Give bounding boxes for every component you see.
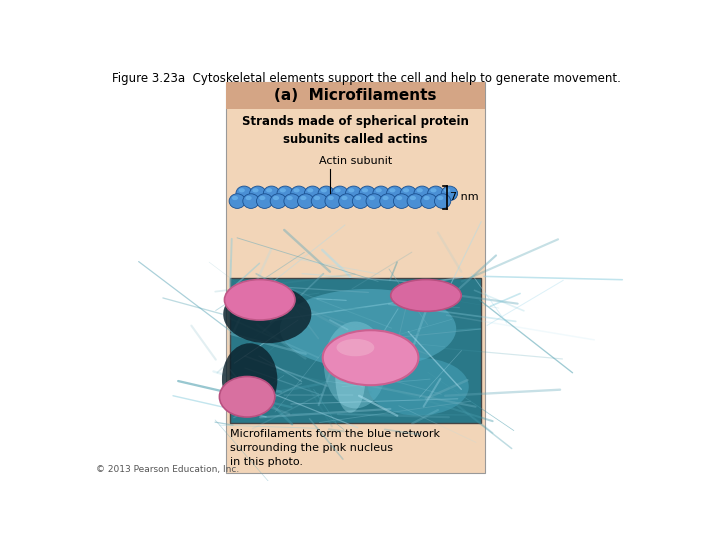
Ellipse shape: [305, 186, 320, 201]
Ellipse shape: [323, 330, 418, 385]
Ellipse shape: [220, 376, 275, 417]
Ellipse shape: [341, 196, 348, 200]
Ellipse shape: [359, 186, 375, 201]
Ellipse shape: [393, 194, 410, 208]
Ellipse shape: [368, 357, 469, 416]
Ellipse shape: [382, 196, 389, 200]
Ellipse shape: [250, 186, 266, 201]
Ellipse shape: [400, 186, 417, 201]
Ellipse shape: [332, 186, 348, 201]
Ellipse shape: [264, 186, 279, 201]
Ellipse shape: [328, 196, 334, 200]
Ellipse shape: [414, 186, 431, 201]
Ellipse shape: [256, 194, 273, 208]
Ellipse shape: [284, 194, 300, 208]
Ellipse shape: [270, 194, 287, 208]
Ellipse shape: [259, 196, 266, 200]
Text: © 2013 Pearson Education, Inc.: © 2013 Pearson Education, Inc.: [96, 465, 240, 475]
Text: Actin subunit: Actin subunit: [319, 157, 392, 166]
Bar: [230, 278, 482, 423]
Ellipse shape: [335, 188, 341, 192]
Ellipse shape: [362, 188, 368, 192]
Ellipse shape: [352, 194, 369, 208]
Ellipse shape: [307, 188, 313, 192]
Ellipse shape: [420, 194, 437, 208]
Ellipse shape: [223, 285, 311, 343]
Ellipse shape: [346, 186, 361, 201]
Ellipse shape: [336, 340, 366, 413]
Ellipse shape: [297, 194, 314, 208]
Ellipse shape: [236, 186, 252, 201]
Ellipse shape: [336, 339, 374, 356]
Ellipse shape: [280, 188, 286, 192]
Ellipse shape: [403, 188, 409, 192]
Ellipse shape: [428, 186, 444, 201]
Ellipse shape: [222, 343, 277, 416]
Text: (a)  Microfilaments: (a) Microfilaments: [274, 87, 437, 103]
Ellipse shape: [369, 196, 375, 200]
Ellipse shape: [318, 186, 334, 201]
Ellipse shape: [441, 186, 458, 201]
Ellipse shape: [300, 196, 307, 200]
Ellipse shape: [366, 194, 382, 208]
Ellipse shape: [437, 196, 444, 200]
Text: Strands made of spherical protein
subunits called actins: Strands made of spherical protein subuni…: [242, 115, 469, 146]
Ellipse shape: [243, 194, 259, 208]
Ellipse shape: [273, 196, 279, 200]
Ellipse shape: [253, 188, 258, 192]
Ellipse shape: [338, 194, 355, 208]
Ellipse shape: [373, 186, 389, 201]
Bar: [225, 82, 485, 473]
Ellipse shape: [423, 196, 430, 200]
Ellipse shape: [287, 196, 293, 200]
Ellipse shape: [311, 194, 328, 208]
Ellipse shape: [321, 188, 327, 192]
Ellipse shape: [379, 194, 396, 208]
Ellipse shape: [277, 186, 293, 201]
Text: Microfilaments form the blue network
surrounding the pink nucleus
in this photo.: Microfilaments form the blue network sur…: [230, 429, 439, 467]
Ellipse shape: [325, 194, 341, 208]
Ellipse shape: [280, 289, 456, 369]
Ellipse shape: [348, 188, 354, 192]
Text: Figure 3.23a  Cytoskeletal elements support the cell and help to generate moveme: Figure 3.23a Cytoskeletal elements suppo…: [112, 72, 621, 85]
Ellipse shape: [246, 196, 252, 200]
Ellipse shape: [407, 194, 423, 208]
Ellipse shape: [355, 196, 361, 200]
Ellipse shape: [232, 196, 238, 200]
Ellipse shape: [225, 280, 295, 320]
Ellipse shape: [294, 188, 300, 192]
Ellipse shape: [417, 188, 423, 192]
Ellipse shape: [266, 188, 272, 192]
Ellipse shape: [434, 194, 451, 208]
Ellipse shape: [376, 188, 382, 192]
Ellipse shape: [410, 196, 416, 200]
Ellipse shape: [396, 196, 402, 200]
Bar: [230, 278, 482, 423]
Ellipse shape: [431, 188, 436, 192]
Ellipse shape: [324, 321, 387, 408]
Bar: [225, 82, 485, 109]
Text: 7 nm: 7 nm: [449, 192, 478, 202]
Ellipse shape: [238, 188, 245, 192]
Ellipse shape: [390, 188, 395, 192]
Ellipse shape: [291, 186, 307, 201]
Ellipse shape: [444, 188, 450, 192]
Ellipse shape: [391, 280, 462, 312]
Ellipse shape: [229, 194, 246, 208]
Ellipse shape: [314, 196, 320, 200]
Ellipse shape: [387, 186, 403, 201]
